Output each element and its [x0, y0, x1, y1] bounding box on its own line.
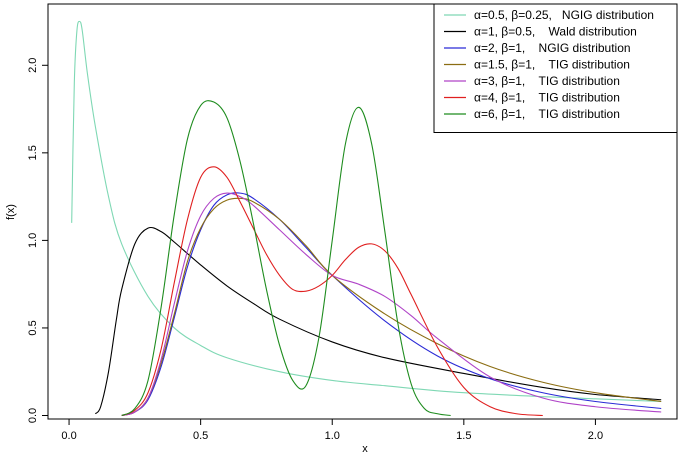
x-tick-label: 0.0 [61, 430, 76, 442]
legend-box [433, 3, 678, 133]
x-tick-label: 1.5 [456, 430, 471, 442]
legend-entry: α=6, β=1, TIG distribution [474, 107, 620, 121]
x-axis: 0.0 0.5 1.0 1.5 2.0 [61, 419, 603, 442]
x-tick-label: 1.0 [325, 430, 340, 442]
legend-entry: α=2, β=1, NGIG distribution [474, 41, 631, 55]
y-tick-label: 2.0 [27, 58, 39, 73]
legend-entry: α=1.5, β=1, TIG distribution [474, 58, 630, 72]
series-line-7 [121, 100, 451, 417]
series-line-3 [121, 192, 662, 417]
series-line-2 [94, 226, 662, 415]
legend-entry: α=1, β=0.5, Wald distribution [474, 25, 637, 39]
x-tick-label: 0.5 [193, 430, 208, 442]
y-tick-label: 0.5 [27, 320, 39, 335]
y-tick-label: 1.0 [27, 233, 39, 248]
legend: α=0.5, β=0.25, NGIG distribution α=1, β=0… [433, 3, 678, 133]
series-line-4 [121, 197, 662, 417]
legend-entry: α=3, β=1, TIG distribution [474, 74, 620, 88]
series-layer [71, 20, 662, 417]
y-tick-label: 1.5 [27, 145, 39, 160]
y-axis: 0.0 0.5 1.0 1.5 2.0 [27, 58, 48, 423]
x-axis-title: x [362, 443, 368, 455]
series-line-5 [121, 192, 662, 417]
y-tick-label: 0.0 [27, 408, 39, 423]
legend-entry: α=4, β=1, TIG distribution [474, 91, 620, 105]
series-line-6 [121, 166, 543, 417]
y-axis-title: f(x) [5, 204, 17, 220]
plot-frame [47, 3, 678, 420]
x-tick-label: 2.0 [588, 430, 603, 442]
legend-entry: α=0.5, β=0.25, NGIG distribution [474, 8, 654, 22]
series-line-1 [71, 20, 662, 403]
